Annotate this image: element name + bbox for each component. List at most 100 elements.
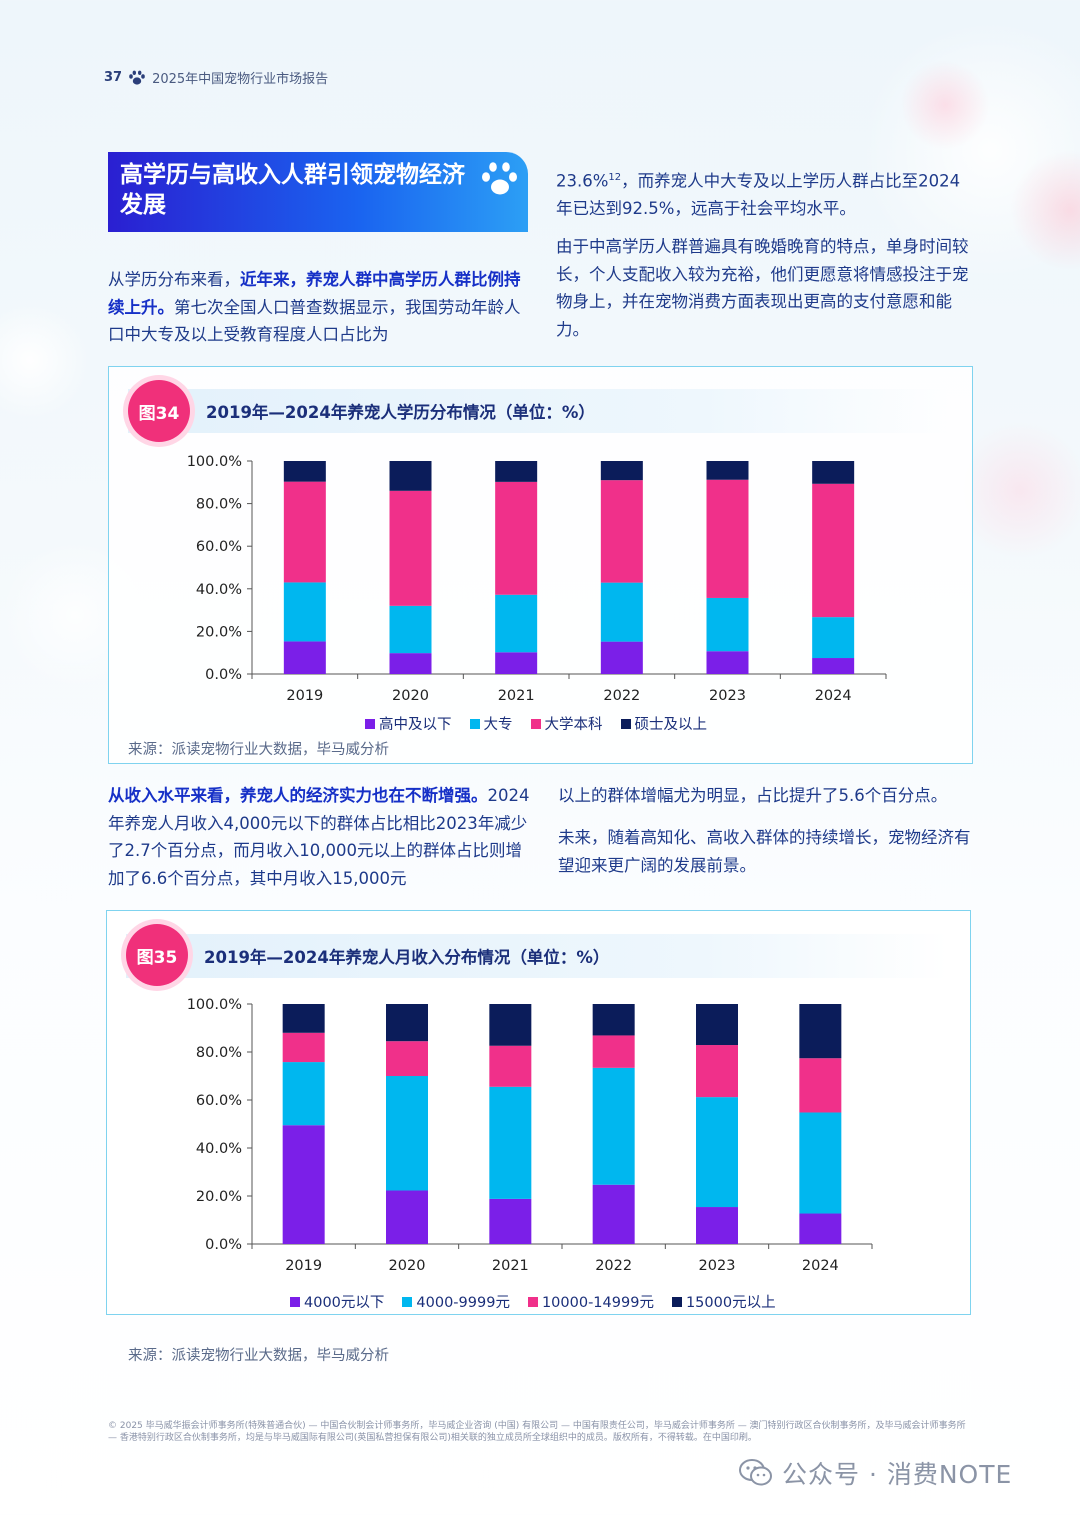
figure-35-header: 2019年—2024年养宠人月收入分布情况（单位：%） — [126, 934, 948, 978]
paragraph-reason: 由于中高学历人群普遍具有晚婚晚育的特点，单身时间较长，个人支配收入较为充裕，他们… — [556, 237, 969, 339]
bar-segment — [592, 1067, 635, 1185]
paragraph-income-cont: 以上的群体增幅尤为明显，占比提升了5.6个百分点。 — [558, 786, 948, 805]
bar-segment — [696, 1004, 738, 1046]
bar-segment — [386, 1041, 428, 1076]
x-tick-label: 2024 — [815, 688, 852, 704]
bar-segment — [389, 461, 432, 491]
copyright-footer: © 2025 毕马威华振会计师事务所(特殊普通合伙) — 中国合伙制会计师事务所… — [108, 1421, 966, 1443]
bar-segment — [389, 653, 432, 674]
bar-segment — [812, 483, 855, 618]
paragraph-income: 从收入水平来看，养宠人的经济实力也在不断增强。2024年养宠人月收入4,000元… — [108, 786, 530, 888]
y-tick-label: 80.0% — [196, 1045, 242, 1061]
y-tick-label: 0.0% — [205, 667, 242, 683]
y-tick-label: 100.0% — [187, 997, 242, 1013]
bar-segment — [706, 651, 749, 674]
bar-segment — [495, 652, 538, 674]
section-title: 高学历与高收入人群引领宠物经济发展 — [108, 152, 528, 232]
y-tick-label: 40.0% — [196, 1141, 242, 1157]
report-title: 2025年中国宠物行业市场报告 — [152, 72, 329, 87]
section-title-text: 高学历与高收入人群引领宠物经济发展 — [120, 162, 465, 218]
bar-segment — [600, 582, 643, 642]
bar-segment — [282, 1004, 325, 1033]
watermark: 公众号 · 消费NOTE — [738, 1455, 1012, 1491]
figure-35-title: 2019年—2024年养宠人月收入分布情况（单位：%） — [204, 948, 610, 967]
legend-item: 高中及以下 — [365, 713, 452, 734]
bar-segment — [799, 1058, 842, 1113]
bar-segment — [282, 1032, 325, 1063]
bar-segment — [386, 1004, 428, 1042]
legend-item: 硕士及以上 — [620, 713, 707, 734]
bar-segment — [799, 1004, 842, 1059]
page-number: 37 — [104, 70, 123, 85]
bar-segment — [706, 479, 749, 598]
bar-segment — [706, 461, 749, 480]
y-tick-label: 80.0% — [196, 497, 242, 513]
x-tick-label: 2019 — [285, 1258, 322, 1274]
bar-segment — [696, 1045, 738, 1098]
bar-segment — [489, 1004, 532, 1046]
footnote-ref: 12 — [608, 172, 622, 183]
y-tick-label: 20.0% — [196, 624, 242, 640]
bar-segment — [696, 1097, 738, 1208]
figure-35-source: 来源：派读宠物行业大数据，毕马威分析 — [128, 1348, 389, 1364]
chart-income: 0.0% 20.0% 40.0% 60.0% 80.0% 100.0% 2019 2020 20… — [187, 997, 873, 1274]
bar-segment — [283, 641, 326, 674]
y-tick-label: 0.0% — [205, 1237, 242, 1253]
bar-segment — [389, 605, 432, 654]
x-tick-label: 2020 — [392, 688, 429, 704]
bar-segment — [386, 1076, 428, 1191]
paragraph-education: 从学历分布来看，近年来，养宠人群中高学历人群比例持续上升。第七次全国人口普查数据… — [108, 270, 521, 344]
page-header: 37 2025年中国宠物行业市场报告 — [104, 68, 328, 87]
bar-segment — [282, 1062, 325, 1126]
x-tick-label: 2021 — [498, 688, 535, 704]
bar-segment — [282, 1125, 325, 1244]
figure-34-source: 来源：派读宠物行业大数据，毕马威分析 — [128, 742, 389, 758]
bar-segment — [386, 1190, 428, 1244]
bar-segment — [283, 481, 326, 583]
bar-segment — [812, 461, 855, 484]
chart-education: 0.0% 20.0% 40.0% 60.0% 80.0% 100.0% 2019 2020 20… — [187, 454, 887, 704]
bar-segment — [812, 617, 855, 659]
highlight-text: 近年来，养宠人群中高学历人群比例持续上升。 — [108, 270, 521, 317]
bar-segment — [283, 461, 326, 482]
bar-segment — [706, 597, 749, 652]
y-tick-label: 40.0% — [196, 582, 242, 598]
bar-segment — [489, 1198, 532, 1244]
chart-income-legend: 4000元以下 4000-9999元 10000-14999元 15000元以上 — [290, 1291, 776, 1312]
bar-segment — [600, 480, 643, 583]
x-tick-label: 2023 — [709, 688, 746, 704]
x-tick-label: 2021 — [492, 1258, 529, 1274]
paw-icon — [482, 162, 517, 195]
bar-segment — [812, 658, 855, 674]
legend-item: 10000-14999元 — [527, 1291, 654, 1312]
highlight-text: 从收入水平来看，养宠人的经济实力也在不断增强。 — [108, 786, 488, 805]
legend-item: 大专 — [469, 713, 513, 734]
paragraph-outlook: 未来，随着高知化、高收入群体的持续增长，宠物经济有望迎来更广阔的发展前景。 — [558, 828, 971, 875]
bar-segment — [696, 1207, 738, 1244]
legend-item: 4000-9999元 — [402, 1291, 510, 1312]
bar-segment — [283, 582, 326, 642]
x-tick-label: 2024 — [802, 1258, 839, 1274]
legend-item: 4000元以下 — [290, 1291, 384, 1312]
y-tick-label: 100.0% — [187, 454, 242, 470]
bar-segment — [600, 641, 643, 674]
wechat-icon — [739, 1459, 772, 1486]
bar-segment — [592, 1184, 635, 1244]
bar-segment — [389, 490, 432, 606]
x-tick-label: 2019 — [286, 688, 323, 704]
bar-segment — [495, 481, 538, 595]
paragraph-education-cont: 23.6%12，而养宠人中大专及以上学历人群占比至2024年已达到92.5%，远… — [556, 171, 961, 219]
bar-segment — [799, 1112, 842, 1214]
bar-segment — [495, 461, 538, 482]
bar-segment — [592, 1035, 635, 1068]
watermark-text: 公众号 · 消费NOTE — [782, 1460, 1013, 1489]
legend-item: 大学本科 — [530, 713, 603, 734]
figure-34-badge: 图34 — [128, 380, 190, 442]
bar-segment — [495, 594, 538, 653]
y-tick-label: 60.0% — [196, 1093, 242, 1109]
y-tick-label: 20.0% — [196, 1189, 242, 1205]
figure-34-title: 2019年—2024年养宠人学历分布情况（单位：%） — [206, 403, 595, 422]
bar-segment — [799, 1213, 842, 1244]
x-tick-label: 2022 — [595, 1258, 632, 1274]
figure-35-badge: 图35 — [126, 924, 188, 986]
